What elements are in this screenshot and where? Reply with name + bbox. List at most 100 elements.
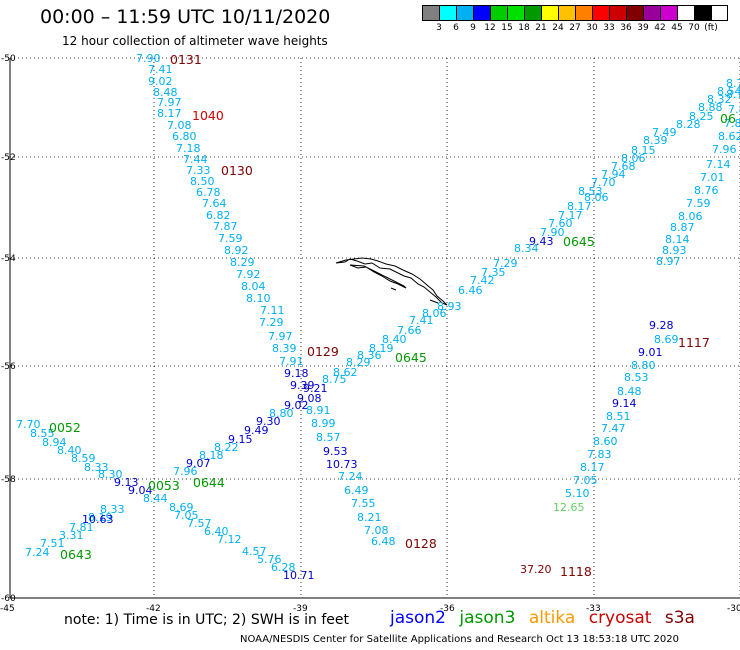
wave-height-value: 5.10 [565,487,590,500]
wave-height-value: 7.97 [157,96,182,109]
wave-height-value: 8.59 [71,452,96,465]
wave-height-value: 8.29 [346,356,371,369]
wave-height-value: 7.97 [268,330,293,343]
sat-altika: altika [528,608,576,628]
legend-swatch [423,6,440,20]
wave-height-value: 8.36 [357,349,382,362]
wave-height-value: 7.29 [259,316,284,329]
wave-height-value: 8.32 [707,93,732,106]
wave-height-value: 9.13 [114,476,139,489]
legend-swatch [474,6,491,20]
sat-jason3: jason3 [459,608,516,628]
wave-height-value: 7.87 [213,220,238,233]
legend-label: 30 [586,23,598,33]
wave-height-value: 7.24 [338,470,363,483]
wave-height-value: 5.76 [257,553,282,566]
wave-height-value: 8.92 [224,244,249,257]
credit-line: NOAA/NESDIS Center for Satellite Applica… [240,634,679,645]
legend-swatch [525,6,542,20]
wave-height-value: 9.02 [148,75,173,88]
legend-label: 33 [603,23,615,33]
wave-height-value: 8.29 [230,256,255,269]
lon-label: -30 [727,604,740,614]
wave-height-value: 8.22 [214,441,239,454]
wave-height-value: 8.04 [241,280,266,293]
wave-height-value: 8.33 [100,503,125,516]
pass-time-label: 0644 [193,475,225,490]
wave-height-value: 8.93 [662,244,687,257]
wave-height-value: 7.44 [183,153,208,166]
wave-height-value: 8.06 [678,210,703,223]
wave-height-value: 7.51 [40,537,65,550]
map-note: note: 1) Time is in UTC; 2) SWH is in fe… [64,612,350,628]
legend-label: 36 [620,23,632,33]
pass-time-label: 0129 [307,344,339,359]
legend-label: 42 [654,23,666,33]
wave-height-value: 9.01 [638,346,663,359]
legend-swatch [440,6,457,20]
wave-height-value: 9.53 [323,445,348,458]
wave-height-value: 7.64 [202,197,227,210]
legend-label: 3 [436,23,442,33]
legend-color-bar [422,5,728,21]
wave-height-value: 37.20 [520,563,552,576]
wave-height-value: 9.30 [256,415,281,428]
wave-height-value: 8.55 [30,427,55,440]
wave-height-value: 8.94 [42,436,67,449]
wave-height-value: 9.04 [128,484,153,497]
pass-time-label: 0643 [60,547,92,562]
legend-swatch [457,6,474,20]
wave-height-value: 8.06 [621,152,646,165]
wave-height-value: 7.55 [351,497,376,510]
wave-height-value: 7.83 [587,448,612,461]
wave-height-value: 8.48 [617,385,642,398]
wave-height-value: 10.63 [82,513,114,526]
legend-swatch [593,6,610,20]
wave-height-value: 7.05 [174,509,199,522]
wave-height-value: 8.88 [698,101,723,114]
wave-height-value: 8.53 [624,371,649,384]
wave-height-value: 7.92 [236,268,261,281]
wave-height-value: 8.17 [567,200,592,213]
wave-height-value: 6.28 [271,561,296,574]
wave-height-value: 7.08 [364,524,389,537]
wave-height-value: 8.44 [143,492,168,505]
wave-height-value: 7.18 [176,142,201,155]
wave-height-value: 8.25 [689,110,714,123]
wave-height-value: 6.40 [204,525,229,538]
wave-height-value: 8.19 [369,342,394,355]
wave-height-value: 6.80 [172,130,197,143]
wave-height-value: 8.57 [316,431,341,444]
wave-height-value: 7.96 [173,465,198,478]
lat-label: -54 [1,254,16,264]
wave-height-value: 9.14 [612,397,637,410]
wave-height-value: 12.65 [553,501,585,514]
lat-label: -56 [1,362,16,372]
legend-swatch [627,6,644,20]
grid-lines [9,57,740,599]
wave-height-value: 8.33 [84,461,109,474]
wave-height-value: 8.15 [631,144,656,157]
wave-height-value: 6.46 [458,284,483,297]
color-legend: 3 6 9 12 15 18 21 24 27 30 33 36 39 42 45 70 (ft) [422,5,728,33]
wave-height-value: 7.24 [25,546,50,559]
wave-height-value: 8.80 [269,407,294,420]
legend-swatch [576,6,593,20]
lon-label: -45 [0,604,15,614]
wave-height-value: 7.17 [558,209,583,222]
pass-time-label: 1040 [192,108,224,123]
wave-height-value: 7.49 [652,126,677,139]
wave-height-value: 7.91 [279,355,304,368]
wave-height-value: 7.11 [260,304,285,317]
legend-swatch [610,6,627,20]
legend-swatch [508,6,525,20]
wave-height-value: 7.12 [217,533,242,546]
sat-cryosat: cryosat [588,608,652,628]
legend-label: 39 [637,23,649,33]
wave-height-value: 9.02 [284,399,309,412]
wave-height-value: 8.28 [676,118,701,131]
wave-height-value: 7.47 [601,422,626,435]
wave-height-value: 7.35 [481,266,506,279]
lat-label: -52 [1,153,16,163]
